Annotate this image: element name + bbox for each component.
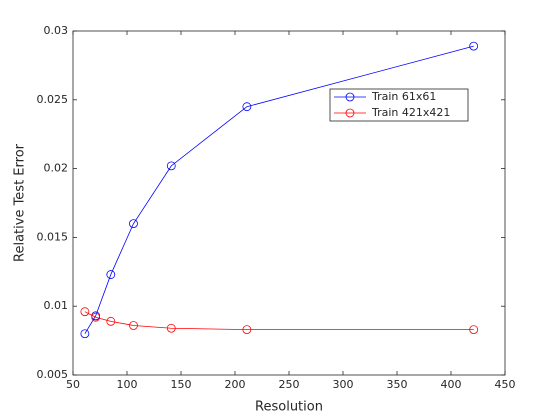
- marker: [166, 323, 176, 333]
- x-tick-label: 150: [171, 378, 192, 391]
- y-axis-label: Relative Test Error: [13, 143, 28, 262]
- marker: [242, 325, 252, 334]
- y-tick-label: 0.025: [37, 93, 69, 106]
- x-axis-label: Resolution: [255, 400, 323, 415]
- x-tick-label: 450: [495, 378, 516, 391]
- marker: [129, 219, 138, 229]
- legend-marker: [345, 92, 355, 102]
- x-tick-label: 200: [225, 378, 246, 391]
- x-tick-label: 350: [387, 378, 408, 391]
- y-tick-label: 0.03: [44, 24, 69, 37]
- y-tick-label: 0.02: [44, 162, 69, 175]
- marker: [106, 270, 116, 279]
- marker: [91, 312, 101, 322]
- legend-label: Train 421x421: [371, 106, 450, 119]
- marker: [166, 161, 176, 171]
- legend-label: Train 61x61: [371, 90, 436, 103]
- plot-box: [72, 30, 506, 376]
- marker: [80, 307, 90, 317]
- legend-marker: [345, 108, 355, 118]
- marker: [242, 102, 252, 112]
- marker: [469, 325, 479, 334]
- marker: [129, 321, 138, 330]
- marker: [80, 329, 90, 339]
- x-tick-label: 100: [117, 378, 138, 391]
- x-tick-label: 400: [441, 378, 462, 391]
- marker: [469, 41, 479, 51]
- series-line: [84, 45, 474, 334]
- marker: [106, 316, 116, 326]
- x-tick-label: 50: [66, 378, 80, 391]
- x-tick-label: 300: [333, 378, 354, 391]
- x-tick-label: 250: [279, 378, 300, 391]
- y-tick-label: 0.005: [37, 368, 69, 381]
- series-line: [84, 311, 474, 330]
- y-tick-label: 0.015: [37, 230, 69, 243]
- y-tick-label: 0.01: [44, 299, 69, 312]
